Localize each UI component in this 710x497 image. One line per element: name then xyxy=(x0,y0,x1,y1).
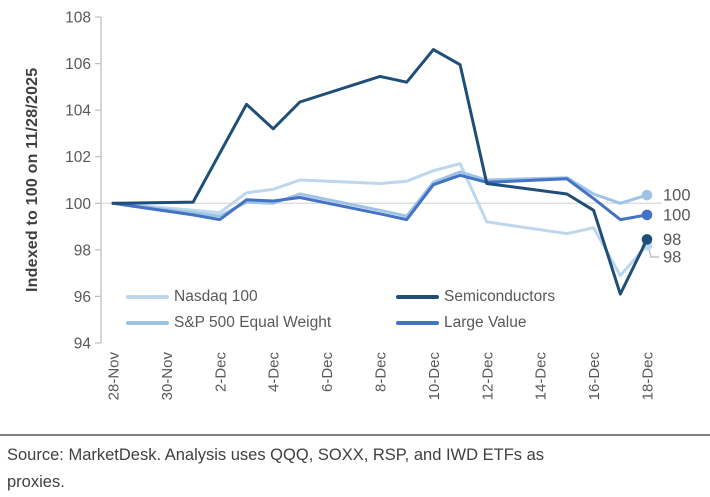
legend-swatch-nasdaq-100 xyxy=(126,295,169,299)
x-tick-label: 28-Nov xyxy=(106,352,123,401)
x-tick-label: 10-Dec xyxy=(426,352,443,401)
divider-line xyxy=(0,434,710,436)
x-tick-label: 12-Dec xyxy=(479,352,496,401)
y-tick-label: 102 xyxy=(65,149,91,166)
legend-label-nasdaq-100: Nasdaq 100 xyxy=(174,288,258,305)
legend-item-sp500-equal-weight: S&P 500 Equal Weight xyxy=(126,314,331,332)
end-label-connector-nasdaq-100 xyxy=(648,249,659,258)
end-value-label-semiconductors: 98 xyxy=(663,231,681,249)
x-tick-label: 6-Dec xyxy=(319,352,336,393)
x-tick-label: 18-Dec xyxy=(640,352,657,401)
source-text: Source: MarketDesk. Analysis uses QQQ, S… xyxy=(7,446,545,492)
end-marker-large-value xyxy=(641,209,653,221)
line-chart: 94 96 98 100 102 104 106 108 28-Nov 30-Nov 2-Dec 4-… xyxy=(65,10,691,401)
y-tick-label: 104 xyxy=(65,103,91,120)
series-line-large-value xyxy=(111,173,649,222)
source-note: Source: MarketDesk. Analysis uses QQQ, S… xyxy=(0,434,710,496)
y-tick-label: 98 xyxy=(74,242,91,259)
y-tick-label: 106 xyxy=(65,56,91,73)
y-tick-label: 108 xyxy=(65,10,91,27)
legend-item-nasdaq-100: Nasdaq 100 xyxy=(126,288,258,306)
legend-label-sp500-equal-weight: S&P 500 Equal Weight xyxy=(174,314,332,331)
legend-item-large-value: Large Value xyxy=(396,314,526,332)
y-tick-label: 94 xyxy=(74,336,92,353)
x-tick-label: 14-Dec xyxy=(533,352,550,401)
legend-swatch-sp500-equal-weight xyxy=(126,321,169,325)
end-value-label-nasdaq-100: 98 xyxy=(663,249,681,267)
legend-swatch-semiconductors xyxy=(396,295,439,299)
x-tick-label: 4-Dec xyxy=(266,352,283,393)
legend-label-large-value: Large Value xyxy=(444,314,527,331)
end-marker-s-p-500-equal-weight xyxy=(641,189,653,201)
y-axis-title: Indexed to 100 on 11/28/2025 xyxy=(24,67,41,293)
legend-label-semiconductors: Semiconductors xyxy=(444,288,556,305)
y-tick-label: 100 xyxy=(65,196,91,213)
end-marker-semiconductors xyxy=(641,234,653,245)
legend-item-semiconductors: Semiconductors xyxy=(396,288,555,306)
end-value-label-s-p-500-equal-weight: 100 xyxy=(663,187,691,205)
series-line-nasdaq-100 xyxy=(111,162,649,277)
series-line-semiconductors xyxy=(111,48,649,296)
legend-swatch-large-value xyxy=(396,321,439,325)
x-tick-label: 2-Dec xyxy=(212,352,229,393)
y-tick-label: 96 xyxy=(74,289,91,306)
x-tick-label: 30-Nov xyxy=(159,352,176,401)
end-value-label-large-value: 100 xyxy=(663,206,691,224)
x-tick-label: 16-Dec xyxy=(586,352,603,401)
x-tick-label: 8-Dec xyxy=(373,352,390,393)
